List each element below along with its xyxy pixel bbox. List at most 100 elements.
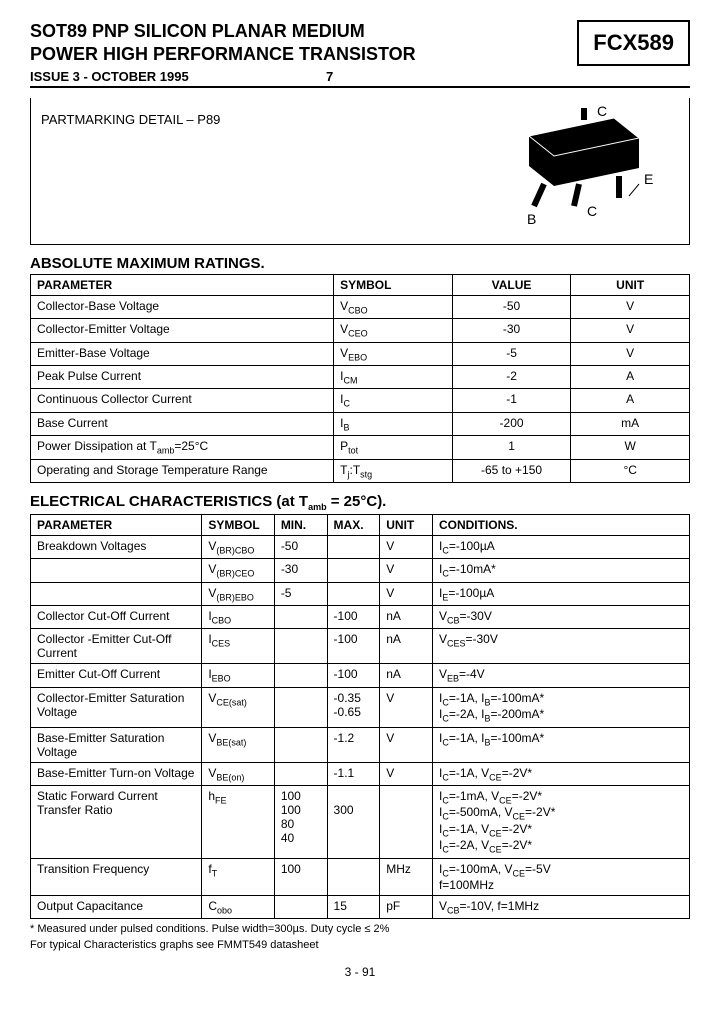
elec-col-min: MIN. [274, 514, 327, 535]
elec-symbol: Cobo [202, 895, 274, 918]
elec-symbol: hFE [202, 786, 274, 859]
elec-symbol: VBE(sat) [202, 727, 274, 762]
amr-col-symbol: SYMBOL [334, 274, 453, 295]
table-row: Base CurrentIB-200mA [31, 412, 690, 435]
elec-min [274, 895, 327, 918]
amr-col-value: VALUE [452, 274, 571, 295]
part-number-box: FCX589 [577, 20, 690, 66]
elec-col-param: PARAMETER [31, 514, 202, 535]
elec-unit: MHz [380, 858, 433, 895]
elec-symbol: fT [202, 858, 274, 895]
pin-c-top: C [597, 106, 607, 119]
elec-max [327, 582, 380, 605]
elec-min [274, 727, 327, 762]
elec-param [31, 582, 202, 605]
elec-table: PARAMETER SYMBOL MIN. MAX. UNIT CONDITIO… [30, 514, 690, 919]
pin-e: E [644, 171, 653, 187]
elec-min [274, 629, 327, 664]
elec-min: 1001008040 [274, 786, 327, 859]
elec-max: -1.1 [327, 762, 380, 785]
amr-value: -200 [452, 412, 571, 435]
elec-param [31, 559, 202, 582]
elec-title: ELECTRICAL CHARACTERISTICS (at Tamb = 25… [30, 493, 690, 512]
table-row: Collector Cut-Off CurrentICBO-100nAVCB=-… [31, 606, 690, 629]
elec-symbol: ICBO [202, 606, 274, 629]
amr-value: -50 [452, 295, 571, 318]
elec-max: -100 [327, 664, 380, 687]
elec-unit: V [380, 559, 433, 582]
elec-min: -30 [274, 559, 327, 582]
elec-cond: IC=-1A, IB=-100mA* [432, 727, 689, 762]
table-row: Collector-Emitter Saturation VoltageVCE(… [31, 687, 690, 727]
amr-param: Collector-Base Voltage [31, 295, 334, 318]
elec-cond: VCES=-30V [432, 629, 689, 664]
elec-param: Collector -Emitter Cut-Off Current [31, 629, 202, 664]
elec-symbol: IEBO [202, 664, 274, 687]
title-block: SOT89 PNP SILICON PLANAR MEDIUM POWER HI… [30, 20, 567, 67]
amr-unit: A [571, 389, 690, 412]
amr-symbol: Ptot [334, 436, 453, 459]
amr-symbol: VCEO [334, 319, 453, 342]
amr-header-row: PARAMETER SYMBOL VALUE UNIT [31, 274, 690, 295]
elec-symbol: V(BR)CBO [202, 535, 274, 558]
elec-min: -5 [274, 582, 327, 605]
table-row: Transition FrequencyfT100MHzIC=-100mA, V… [31, 858, 690, 895]
elec-max: 300 [327, 786, 380, 859]
amr-value: -30 [452, 319, 571, 342]
amr-col-param: PARAMETER [31, 274, 334, 295]
amr-symbol: IC [334, 389, 453, 412]
amr-param: Collector-Emitter Voltage [31, 319, 334, 342]
footnote-1: * Measured under pulsed conditions. Puls… [30, 923, 690, 935]
table-row: Emitter Cut-Off CurrentIEBO-100nAVEB=-4V [31, 664, 690, 687]
amr-value: -5 [452, 342, 571, 365]
elec-unit [380, 786, 433, 859]
title-line2: POWER HIGH PERFORMANCE TRANSISTOR [30, 43, 567, 66]
page-number: 3 - 91 [30, 965, 690, 979]
elec-cond: IC=-1A, VCE=-2V* [432, 762, 689, 785]
amr-unit: A [571, 365, 690, 388]
elec-unit: V [380, 727, 433, 762]
table-row: Operating and Storage Temperature RangeT… [31, 459, 690, 482]
elec-param: Transition Frequency [31, 858, 202, 895]
elec-cond: IC=-1A, IB=-100mA*IC=-2A, IB=-200mA* [432, 687, 689, 727]
elec-max [327, 535, 380, 558]
amr-symbol: VCBO [334, 295, 453, 318]
issue-extra: 7 [326, 69, 333, 84]
amr-param: Base Current [31, 412, 334, 435]
elec-cond: IC=-1mA, VCE=-2V*IC=-500mA, VCE=-2V*IC=-… [432, 786, 689, 859]
elec-max [327, 858, 380, 895]
elec-min [274, 687, 327, 727]
elec-col-sym: SYMBOL [202, 514, 274, 535]
elec-param: Base-Emitter Turn-on Voltage [31, 762, 202, 785]
amr-unit: mA [571, 412, 690, 435]
title-line1: SOT89 PNP SILICON PLANAR MEDIUM [30, 20, 567, 43]
elec-cond: VEB=-4V [432, 664, 689, 687]
pin-c-mid: C [587, 203, 597, 219]
marking-diagram-row: PARTMARKING DETAIL – P89 C E C B [30, 98, 690, 245]
elec-col-max: MAX. [327, 514, 380, 535]
table-row: V(BR)EBO-5VIE=-100µA [31, 582, 690, 605]
elec-unit: V [380, 582, 433, 605]
amr-symbol: ICM [334, 365, 453, 388]
elec-param: Emitter Cut-Off Current [31, 664, 202, 687]
amr-unit: V [571, 295, 690, 318]
elec-max: 15 [327, 895, 380, 918]
elec-param: Breakdown Voltages [31, 535, 202, 558]
table-row: V(BR)CEO-30VIC=-10mA* [31, 559, 690, 582]
table-row: Collector -Emitter Cut-Off CurrentICES-1… [31, 629, 690, 664]
amr-unit: V [571, 342, 690, 365]
elec-col-unit: UNIT [380, 514, 433, 535]
amr-symbol: IB [334, 412, 453, 435]
elec-symbol: V(BR)CEO [202, 559, 274, 582]
table-row: Power Dissipation at Tamb=25°CPtot1W [31, 436, 690, 459]
elec-min: -50 [274, 535, 327, 558]
elec-max: -0.35-0.65 [327, 687, 380, 727]
elec-param: Collector Cut-Off Current [31, 606, 202, 629]
elec-col-cond: CONDITIONS. [432, 514, 689, 535]
elec-unit: pF [380, 895, 433, 918]
datasheet-page: SOT89 PNP SILICON PLANAR MEDIUM POWER HI… [0, 0, 720, 999]
amr-value: 1 [452, 436, 571, 459]
elec-max: -100 [327, 606, 380, 629]
elec-symbol: VCE(sat) [202, 687, 274, 727]
elec-cond: VCB=-30V [432, 606, 689, 629]
